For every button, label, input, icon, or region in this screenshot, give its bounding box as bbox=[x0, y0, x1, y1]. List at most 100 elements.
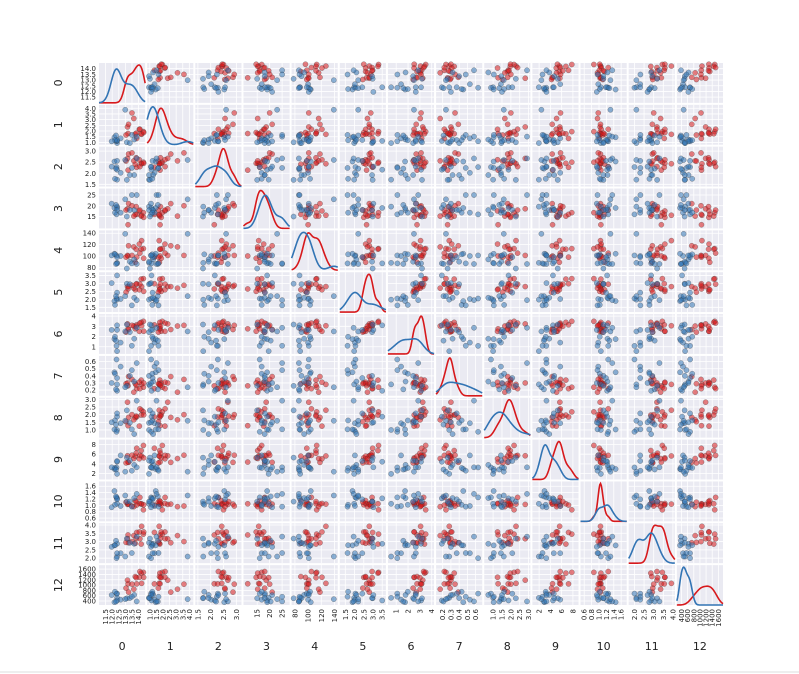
point bbox=[317, 74, 323, 81]
point bbox=[554, 383, 561, 389]
point bbox=[600, 265, 607, 272]
point bbox=[656, 133, 663, 140]
point bbox=[633, 384, 640, 391]
point bbox=[702, 399, 709, 405]
point bbox=[184, 417, 191, 424]
point bbox=[219, 276, 226, 282]
point bbox=[305, 356, 312, 363]
point bbox=[394, 84, 401, 91]
cell bbox=[339, 314, 386, 354]
cell bbox=[98, 63, 146, 104]
cell bbox=[628, 230, 675, 272]
point bbox=[462, 426, 469, 433]
point bbox=[315, 115, 322, 122]
point bbox=[201, 302, 208, 308]
point bbox=[705, 130, 712, 136]
point bbox=[127, 329, 133, 335]
point bbox=[494, 286, 501, 293]
point bbox=[140, 160, 147, 167]
point bbox=[215, 380, 222, 386]
point bbox=[127, 457, 133, 464]
point bbox=[692, 115, 698, 122]
point bbox=[569, 159, 575, 165]
point bbox=[157, 450, 164, 456]
point bbox=[279, 132, 285, 138]
point bbox=[260, 241, 267, 247]
point bbox=[508, 452, 514, 458]
point bbox=[449, 69, 456, 76]
point bbox=[254, 407, 260, 414]
point bbox=[231, 202, 238, 209]
point bbox=[379, 84, 386, 91]
point bbox=[296, 337, 302, 344]
point bbox=[419, 139, 425, 146]
point bbox=[215, 200, 222, 207]
point bbox=[162, 328, 168, 335]
point bbox=[467, 420, 473, 426]
cell bbox=[628, 397, 675, 438]
point bbox=[220, 442, 227, 449]
point bbox=[181, 282, 187, 289]
point bbox=[677, 369, 683, 376]
point bbox=[122, 196, 129, 203]
point bbox=[443, 293, 449, 299]
point bbox=[591, 61, 597, 68]
point bbox=[167, 326, 174, 333]
cell bbox=[99, 146, 147, 187]
point bbox=[418, 166, 424, 173]
point bbox=[201, 86, 208, 92]
point bbox=[550, 388, 556, 394]
point bbox=[304, 410, 310, 417]
point bbox=[651, 293, 658, 299]
point bbox=[127, 172, 133, 178]
point bbox=[148, 464, 154, 471]
point bbox=[379, 260, 386, 267]
cell bbox=[387, 230, 435, 272]
point bbox=[133, 397, 140, 404]
point bbox=[538, 231, 545, 237]
point bbox=[475, 84, 481, 91]
point bbox=[549, 221, 556, 228]
point bbox=[651, 337, 658, 344]
point bbox=[543, 280, 550, 286]
point bbox=[315, 389, 322, 395]
point bbox=[279, 467, 285, 474]
point bbox=[654, 246, 661, 252]
point bbox=[685, 327, 692, 333]
point bbox=[522, 380, 529, 386]
point bbox=[305, 110, 312, 116]
point bbox=[201, 417, 208, 424]
point bbox=[689, 209, 696, 216]
point bbox=[668, 131, 675, 138]
point bbox=[279, 165, 285, 171]
point bbox=[305, 280, 312, 286]
point bbox=[279, 426, 285, 433]
point bbox=[678, 360, 684, 366]
point bbox=[538, 417, 545, 424]
point bbox=[681, 213, 688, 220]
point bbox=[594, 200, 600, 207]
point bbox=[174, 158, 181, 164]
point bbox=[420, 126, 427, 132]
point bbox=[297, 176, 303, 183]
point bbox=[208, 452, 214, 459]
point bbox=[355, 196, 362, 203]
point bbox=[290, 76, 297, 82]
cell bbox=[290, 230, 339, 271]
point bbox=[443, 468, 449, 475]
point bbox=[313, 323, 319, 330]
point bbox=[108, 327, 115, 333]
point bbox=[637, 260, 644, 267]
point bbox=[441, 445, 448, 452]
point bbox=[149, 289, 156, 296]
point bbox=[441, 64, 448, 71]
cell bbox=[676, 61, 723, 103]
point bbox=[140, 129, 147, 136]
cell bbox=[676, 272, 723, 313]
point bbox=[499, 464, 505, 471]
point bbox=[496, 261, 503, 267]
point bbox=[290, 139, 297, 146]
point bbox=[167, 459, 174, 466]
point bbox=[509, 84, 516, 91]
point bbox=[504, 121, 511, 128]
